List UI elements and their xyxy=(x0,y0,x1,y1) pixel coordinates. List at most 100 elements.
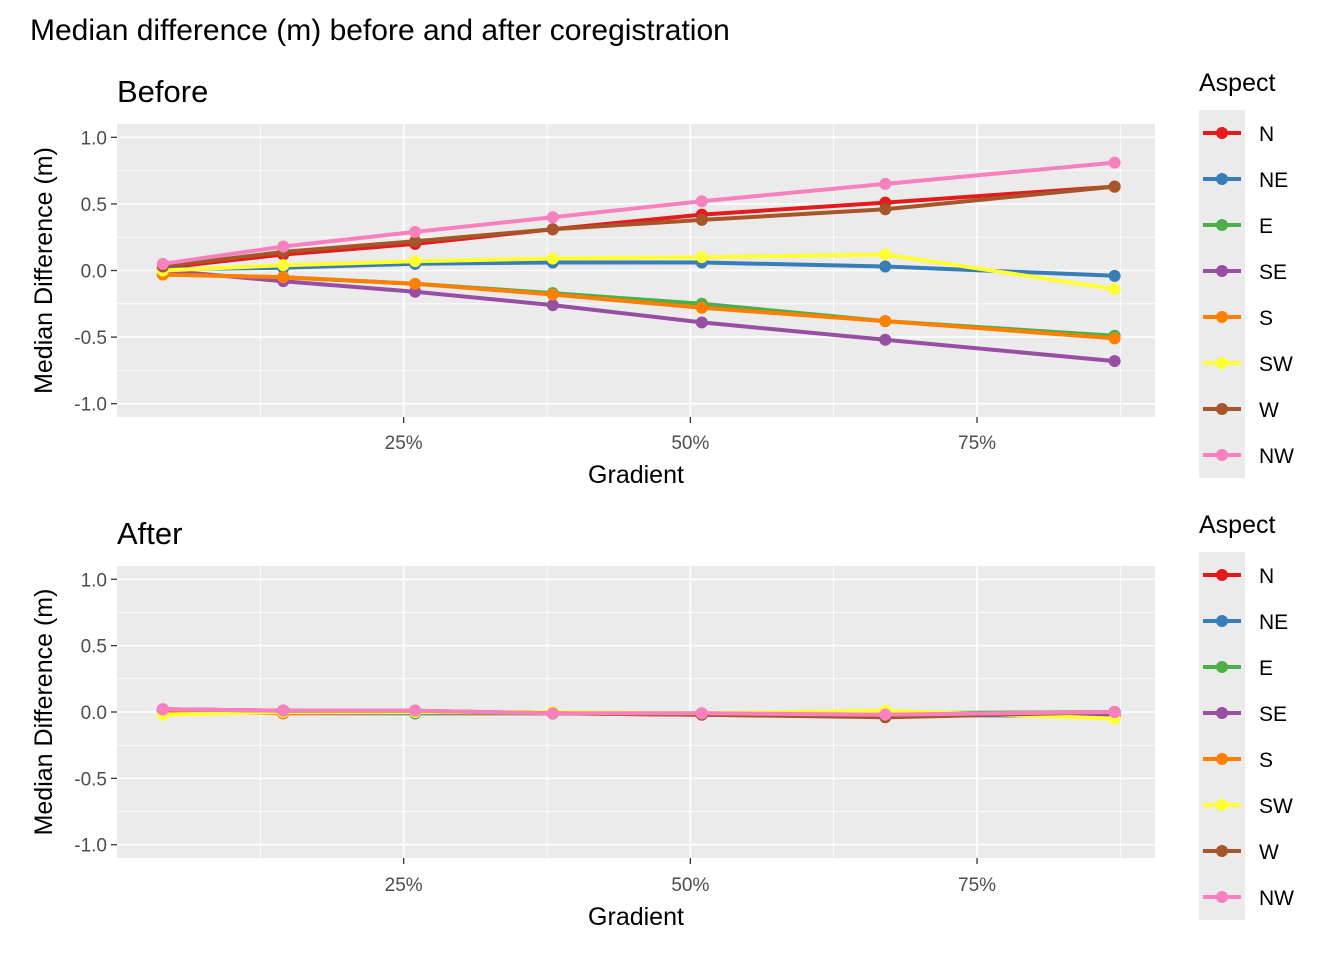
data-point-nw xyxy=(879,177,892,190)
y-tick-label: -0.5 xyxy=(74,769,107,790)
y-tick-label: 0.5 xyxy=(81,195,107,216)
legend-title: Aspect xyxy=(1199,511,1275,539)
x-tick-label: 50% xyxy=(671,875,709,896)
data-point-s xyxy=(1108,332,1121,345)
legend-label-sw: SW xyxy=(1259,353,1293,376)
data-point-s xyxy=(546,288,559,301)
data-point-sw xyxy=(409,255,422,268)
data-point-s xyxy=(277,271,290,284)
legend-label-ne: NE xyxy=(1259,169,1288,192)
y-tick-label: -1.0 xyxy=(74,836,107,857)
legend-label-se: SE xyxy=(1259,703,1287,726)
legend-key-point-ne xyxy=(1216,173,1228,185)
data-point-ne xyxy=(879,260,892,273)
legend-title: Aspect xyxy=(1199,69,1275,97)
y-axis-label: Median Difference (m) xyxy=(30,147,58,394)
y-axis-label: Median Difference (m) xyxy=(30,589,58,836)
data-point-ne xyxy=(1108,269,1121,282)
data-point-se xyxy=(546,299,559,312)
legend-label-nw: NW xyxy=(1259,887,1294,910)
legend: Aspect N NE E SE S SW W NW xyxy=(1199,511,1294,920)
data-point-nw xyxy=(409,225,422,238)
legend-key-point-e xyxy=(1216,661,1228,673)
data-point-w xyxy=(695,213,708,226)
x-tick-label: 50% xyxy=(671,433,709,454)
data-point-sw xyxy=(879,248,892,261)
data-point-nw xyxy=(695,195,708,208)
legend-label-nw: NW xyxy=(1259,445,1294,468)
y-tick-label: 0.0 xyxy=(81,703,107,724)
data-point-nw xyxy=(156,703,169,716)
legend-label-se: SE xyxy=(1259,261,1287,284)
legend-label-s: S xyxy=(1259,749,1273,772)
legend-key-point-nw xyxy=(1216,891,1228,903)
x-tick-label: 75% xyxy=(958,433,996,454)
y-tick-label: 1.0 xyxy=(81,570,107,591)
data-point-nw xyxy=(546,707,559,720)
y-tick-label: 0.0 xyxy=(81,262,107,283)
y-tick-label: -1.0 xyxy=(74,395,107,416)
legend-key-point-n xyxy=(1216,569,1228,581)
data-point-s xyxy=(409,277,422,290)
legend-label-w: W xyxy=(1259,399,1279,422)
legend-key-point-s xyxy=(1216,753,1228,765)
data-point-se xyxy=(695,316,708,329)
legend-key-point-s xyxy=(1216,311,1228,323)
legend-label-n: N xyxy=(1259,123,1274,146)
legend-key-point-n xyxy=(1216,127,1228,139)
data-point-nw xyxy=(277,704,290,717)
y-tick-label: -0.5 xyxy=(74,328,107,349)
data-point-sw xyxy=(277,259,290,272)
x-tick-label: 75% xyxy=(958,875,996,896)
data-point-w xyxy=(546,223,559,236)
legend-key-point-w xyxy=(1216,403,1228,415)
legend-key-point-e xyxy=(1216,219,1228,231)
x-axis-label: Gradient xyxy=(588,903,684,931)
x-axis-label: Gradient xyxy=(588,461,684,489)
legend-label-w: W xyxy=(1259,841,1279,864)
legend-key-point-ne xyxy=(1216,615,1228,627)
legend-key-point-se xyxy=(1216,265,1228,277)
legend: Aspect N NE E SE S SW W NW xyxy=(1199,69,1294,478)
chart-panel-after: -1.0 -0.5 0.0 0.5 1.0 25% 50% 75% After Gradient M… xyxy=(30,511,1294,931)
legend-label-ne: NE xyxy=(1259,611,1288,634)
chart-panel-before: -1.0 -0.5 0.0 0.5 1.0 25% 50% 75% Before Gradient… xyxy=(30,69,1294,489)
data-point-nw xyxy=(879,708,892,721)
data-point-sw xyxy=(1108,283,1121,296)
legend-key-point-sw xyxy=(1216,357,1228,369)
data-point-sw xyxy=(546,252,559,265)
legend-key-point-nw xyxy=(1216,449,1228,461)
data-point-nw xyxy=(1108,706,1121,718)
data-point-nw xyxy=(156,257,169,270)
data-point-sw xyxy=(695,251,708,264)
data-point-se xyxy=(1108,355,1121,368)
x-tick-label: 25% xyxy=(385,433,423,454)
data-point-nw xyxy=(409,704,422,717)
data-point-nw xyxy=(277,240,290,253)
data-point-w xyxy=(1108,180,1121,193)
figure-title: Median difference (m) before and after c… xyxy=(30,14,730,47)
data-point-w xyxy=(879,203,892,216)
panels: -1.0 -0.5 0.0 0.5 1.0 25% 50% 75% Before Gradient… xyxy=(30,69,1294,931)
legend-key-point-sw xyxy=(1216,799,1228,811)
legend-label-e: E xyxy=(1259,657,1273,680)
data-point-se xyxy=(879,333,892,346)
data-point-w xyxy=(409,235,422,248)
panel-title: After xyxy=(117,516,182,551)
legend-key-point-w xyxy=(1216,845,1228,857)
legend-label-n: N xyxy=(1259,565,1274,588)
data-point-s xyxy=(695,301,708,314)
data-point-nw xyxy=(546,211,559,224)
x-tick-label: 25% xyxy=(385,875,423,896)
data-point-s xyxy=(879,315,892,328)
y-tick-label: 1.0 xyxy=(81,128,107,149)
data-point-nw xyxy=(695,707,708,720)
panel-title: Before xyxy=(117,74,208,109)
y-tick-label: 0.5 xyxy=(81,637,107,658)
data-point-nw xyxy=(1108,156,1121,169)
legend-label-e: E xyxy=(1259,215,1273,238)
legend-key-point-se xyxy=(1216,707,1228,719)
legend-label-s: S xyxy=(1259,307,1273,330)
legend-label-sw: SW xyxy=(1259,795,1293,818)
